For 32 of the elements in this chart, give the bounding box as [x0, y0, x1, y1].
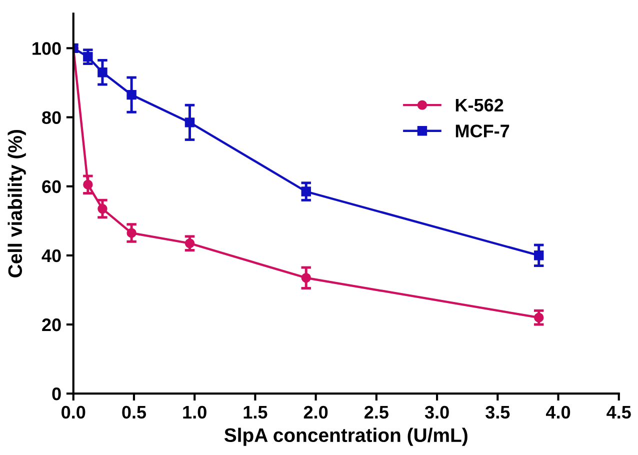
- x-tick-label: 1.5: [244, 406, 268, 419]
- point: [301, 273, 311, 283]
- y-tick-label: 60: [42, 180, 61, 194]
- legend-label: K-562: [456, 98, 504, 112]
- x-tick-label: 0.0: [62, 406, 86, 419]
- legend-label: MCF-7: [456, 124, 510, 138]
- x-tick-label: 4.0: [546, 406, 570, 419]
- y-tick-label: 0: [52, 388, 61, 400]
- y-tick-label: 100: [32, 42, 61, 55]
- y-tick-label: 40: [42, 249, 61, 262]
- point: [184, 118, 195, 128]
- x-tick-label: 3.0: [424, 406, 449, 419]
- x-tick-label: 2.5: [364, 406, 388, 419]
- point: [98, 68, 108, 78]
- point: [126, 90, 136, 100]
- x-axis-title: SlpA concentration (U/mL): [224, 428, 468, 446]
- point: [534, 312, 544, 322]
- y-tick-label: 20: [42, 318, 61, 332]
- point: [83, 180, 93, 190]
- y-axis-title: Cell viability (%): [8, 130, 26, 278]
- point: [98, 204, 108, 214]
- x-tick-label: 2.0: [304, 406, 328, 419]
- point: [83, 52, 93, 62]
- point: [126, 228, 136, 238]
- x-tick-label: 4.5: [606, 406, 631, 419]
- point: [534, 250, 544, 260]
- y-tick-label: 80: [42, 111, 61, 124]
- point: [301, 186, 311, 196]
- x-tick-label: 1.0: [183, 406, 206, 419]
- point: [184, 238, 195, 248]
- x-tick-label: 3.5: [486, 406, 510, 419]
- x-tick-label: 0.5: [122, 406, 146, 419]
